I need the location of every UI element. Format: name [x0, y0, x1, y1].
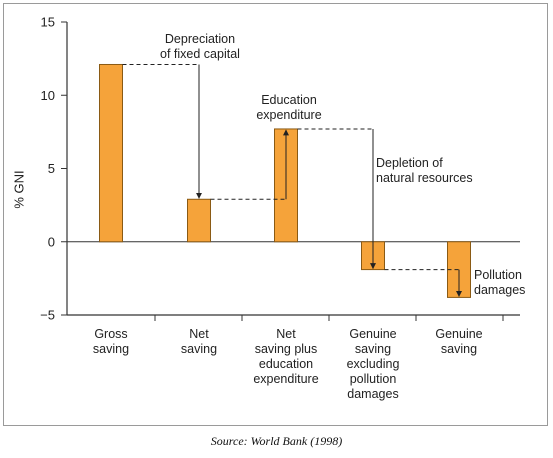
category-label-line: Genuine — [435, 327, 483, 341]
category-label-line: excluding — [346, 357, 400, 371]
y-axis-label: % GNI — [11, 170, 27, 209]
y-tick-label: 10 — [41, 88, 55, 103]
category-label-line: Net — [276, 327, 296, 341]
chart-frame — [3, 3, 548, 426]
category-label: Gross saving — [70, 327, 152, 357]
category-label-line: Gross — [94, 327, 128, 341]
category-label-line: saving — [440, 342, 478, 356]
annotation-line: of fixed capital — [160, 47, 240, 61]
source-caption: Source: World Bank (1998) — [210, 434, 343, 448]
category-label: Net saving plus education expenditure — [245, 327, 327, 387]
category-label-line: education — [258, 357, 314, 371]
category-label-line: Genuine — [349, 327, 397, 341]
category-label: Net saving — [158, 327, 240, 357]
category-label-line: saving plus — [254, 342, 318, 356]
category-label: Genuine saving excluding pollution damages — [332, 327, 414, 402]
annotation: Depreciation of fixed capital — [140, 32, 260, 62]
annotation-line: Education — [261, 93, 317, 107]
bar — [99, 63, 123, 243]
y-tick-label: 5 — [48, 161, 55, 176]
category-label-line: damages — [347, 387, 399, 401]
annotation-line: expenditure — [256, 108, 322, 122]
axes: −5 0 5 10 15 — [40, 15, 520, 323]
annotation: Depletion of natural resources — [376, 156, 516, 186]
annotation-line: Depreciation — [164, 32, 236, 46]
annotation-line: Pollution — [474, 268, 522, 282]
category-label: Genuine saving — [418, 327, 500, 357]
annotation-line: natural resources — [376, 171, 473, 185]
bar-chart: −5 0 5 10 15 — [40, 15, 520, 323]
y-axis-label-wrap: % GNI — [6, 170, 32, 210]
category-label-line: saving — [354, 342, 392, 356]
category-label-line: pollution — [349, 372, 397, 386]
category-label-line: Net — [189, 327, 209, 341]
y-tick-label: −5 — [40, 308, 55, 323]
annotation-line: Depletion of — [376, 156, 443, 170]
annotation: Pollution damages — [474, 268, 548, 298]
y-tick-label: 15 — [41, 15, 55, 30]
y-tick-label: 0 — [48, 234, 55, 249]
annotation: Education expenditure — [246, 93, 332, 123]
category-label-line: saving — [180, 342, 218, 356]
connectors — [122, 63, 462, 298]
bar — [187, 198, 211, 243]
category-label-line: saving — [92, 342, 130, 356]
annotation-line: damages — [474, 283, 526, 297]
category-label-line: expenditure — [253, 372, 319, 386]
